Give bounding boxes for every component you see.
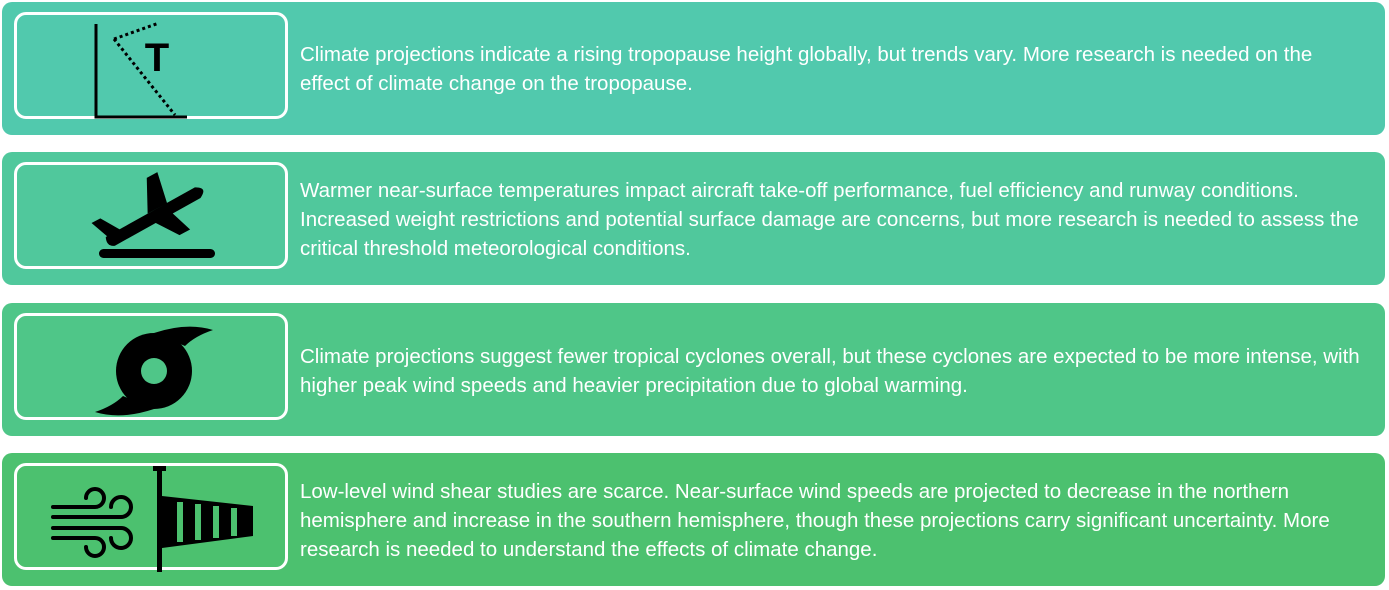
panel-text: Warmer near-surface temperatures impact … xyxy=(300,179,1359,260)
panel-tropopause: T Climate projections indicate a rising … xyxy=(2,2,1385,135)
panel-text: Climate projections suggest fewer tropic… xyxy=(300,345,1360,397)
temperature-label: T xyxy=(145,36,169,80)
panel-text: Climate projections indicate a rising tr… xyxy=(300,43,1313,95)
panel-take-off: Warmer near-surface temperatures impact … xyxy=(2,152,1385,285)
windsock-icon xyxy=(51,466,253,572)
icon-frame xyxy=(14,463,288,572)
icon-frame xyxy=(14,162,288,269)
panel-cyclones: Climate projections suggest fewer tropic… xyxy=(2,303,1385,436)
panel-wind-shear: Low-level wind shear studies are scarce.… xyxy=(2,453,1385,586)
tropical-cyclone-icon xyxy=(95,326,213,416)
icon-frame: T xyxy=(14,12,288,119)
icon-frame xyxy=(14,313,288,420)
panel-text: Low-level wind shear studies are scarce.… xyxy=(300,480,1330,561)
temperature-profile-icon: T xyxy=(94,21,187,119)
airplane-takeoff-icon xyxy=(91,172,215,258)
